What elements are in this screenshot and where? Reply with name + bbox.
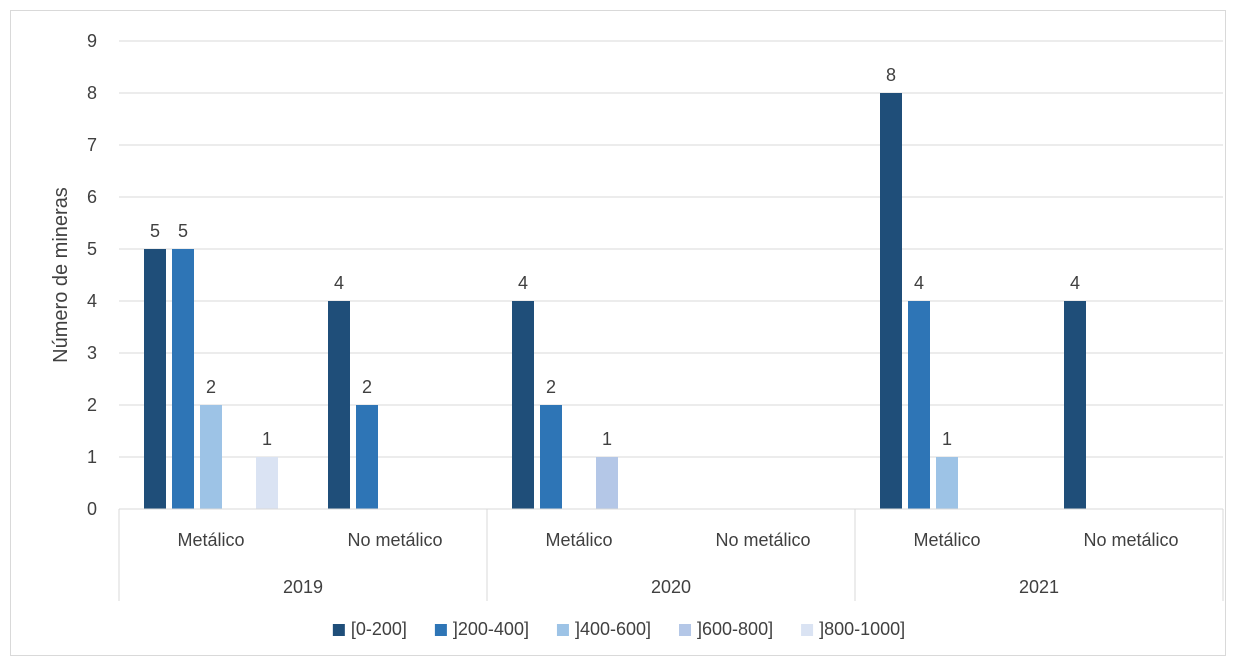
x-axis: Metálico No metálico Metálico No metálico Me… [118,508,1224,601]
data-label: 4 [334,273,344,293]
x-group-label: 2021 [1019,577,1059,597]
data-label: 4 [518,273,528,293]
legend-swatch [679,624,692,636]
data-label: 1 [602,429,612,449]
legend-item: [0-200] [332,619,407,639]
data-label: 4 [914,273,924,293]
y-tick-label: 1 [87,447,97,467]
legend-item: ]600-800] [679,619,773,639]
x-category-label: No metálico [715,530,810,550]
bar [328,301,350,509]
bars [144,93,1086,509]
gridlines [119,40,1223,458]
bar [356,405,378,509]
y-tick-label: 0 [87,499,97,519]
x-category-label: No metálico [347,530,442,550]
y-tick-label: 2 [87,395,97,415]
bar [200,405,222,509]
x-category-label: Metálico [545,530,612,550]
x-group-label: 2019 [283,577,323,597]
data-label: 8 [886,65,896,85]
legend-label: ]200-400] [453,619,529,639]
x-category-label: Metálico [177,530,244,550]
legend-item: ]200-400] [434,619,529,639]
bar [172,249,194,509]
data-label: 4 [1070,273,1080,293]
legend-label: ]400-600] [575,619,651,639]
data-label: 1 [942,429,952,449]
bar [1064,301,1086,509]
data-label: 5 [178,221,188,241]
data-label: 2 [362,377,372,397]
y-tick-label: 3 [87,343,97,363]
y-tick-label: 5 [87,239,97,259]
y-tick-label: 9 [87,31,97,51]
x-group-label: 2020 [651,577,691,597]
legend: [0-200] ]200-400] ]400-600] ]600-800] ]800-1… [332,619,905,639]
legend-swatch [556,624,569,636]
legend-item: ]800-1000] [801,619,905,639]
legend-item: ]400-600] [556,619,651,639]
bar [256,457,278,509]
y-tick-label: 4 [87,291,97,311]
y-axis: 0 1 2 3 4 5 6 7 8 9 [87,31,97,519]
legend-label: ]600-800] [697,619,773,639]
y-axis-title: Número de mineras [50,187,72,363]
x-category-label: Metálico [913,530,980,550]
data-label: 2 [206,377,216,397]
y-tick-label: 8 [87,83,97,103]
x-category-label: No metálico [1083,530,1178,550]
data-label: 1 [262,429,272,449]
bar [936,457,958,509]
legend-swatch [801,624,814,636]
y-tick-label: 6 [87,187,97,207]
bar [512,301,534,509]
bar [540,405,562,509]
bar [144,249,166,509]
data-label: 2 [546,377,556,397]
bar [596,457,618,509]
data-labels: 5 5 2 1 4 2 4 2 1 8 4 1 4 [150,65,1080,449]
legend-label: ]800-1000] [819,619,905,639]
data-label: 5 [150,221,160,241]
bar [908,301,930,509]
bar [880,93,902,509]
legend-swatch [434,624,447,636]
legend-swatch [332,624,345,636]
legend-label: [0-200] [351,619,407,639]
y-tick-label: 7 [87,135,97,155]
